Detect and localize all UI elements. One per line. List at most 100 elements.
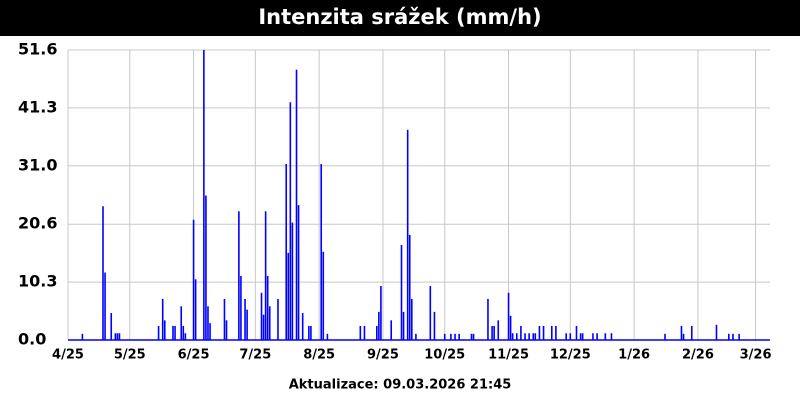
bar — [102, 206, 104, 340]
bar — [550, 325, 553, 340]
bar — [322, 251, 325, 340]
bar — [472, 333, 475, 340]
y-tick-label: 31.0 — [18, 155, 57, 174]
bar — [680, 325, 683, 340]
bar — [161, 298, 164, 340]
x-tick-label: 7/25 — [239, 348, 271, 363]
bar — [295, 69, 298, 341]
bar — [443, 333, 446, 340]
bar — [507, 292, 510, 340]
y-tick-label: 20.6 — [18, 214, 57, 233]
bar — [225, 320, 228, 340]
bar — [690, 325, 693, 340]
bar — [287, 252, 290, 340]
bar — [520, 325, 522, 340]
bar — [454, 333, 456, 340]
bar — [268, 306, 271, 340]
bar — [575, 325, 578, 340]
y-tick-label: 10.3 — [18, 272, 57, 291]
bar — [297, 205, 300, 340]
x-tick-label: 10/25 — [424, 348, 465, 363]
bar — [205, 195, 207, 340]
bar — [266, 275, 269, 340]
bar — [182, 325, 185, 340]
chart-title: Intenzita srážek (mm/h) — [258, 5, 541, 29]
bar — [534, 333, 537, 340]
x-tick-label: 6/25 — [178, 348, 210, 363]
bar — [375, 325, 378, 340]
x-tick-label: 8/25 — [303, 348, 335, 363]
bar — [715, 324, 718, 340]
bar — [363, 325, 366, 340]
bar — [579, 333, 582, 340]
bar — [238, 211, 240, 340]
bar — [532, 333, 535, 340]
bar — [410, 298, 413, 340]
bar — [400, 245, 403, 340]
bar — [359, 325, 362, 340]
bar — [565, 333, 567, 340]
bar — [194, 279, 197, 340]
bar — [320, 164, 323, 340]
bar — [104, 272, 106, 340]
bar — [664, 333, 666, 340]
bar — [310, 325, 312, 340]
bar — [610, 333, 613, 340]
bar — [157, 325, 160, 340]
bar — [555, 325, 557, 340]
bar — [174, 325, 176, 340]
bar — [511, 333, 514, 340]
bar — [682, 333, 685, 340]
bar — [415, 333, 417, 340]
bar — [203, 50, 205, 340]
bar — [569, 333, 572, 340]
bar — [738, 333, 740, 340]
x-tick-label: 5/25 — [114, 348, 146, 363]
bar — [262, 314, 265, 340]
bar — [491, 325, 493, 340]
bar — [402, 311, 405, 340]
bar — [163, 320, 166, 340]
x-tick-label: 11/25 — [488, 348, 529, 363]
bar — [528, 333, 530, 340]
bar — [538, 325, 541, 340]
bar — [429, 286, 432, 340]
bar — [110, 313, 113, 340]
bar — [433, 311, 436, 340]
bar — [487, 298, 489, 340]
bar — [390, 320, 393, 340]
bar — [732, 333, 734, 340]
y-tick-label: 51.6 — [18, 40, 57, 59]
bar — [81, 333, 84, 340]
bar — [581, 333, 584, 340]
bar — [285, 164, 288, 340]
bar — [277, 298, 279, 340]
bar — [291, 222, 294, 340]
bar — [450, 333, 452, 340]
bar — [308, 325, 310, 340]
bar — [184, 333, 187, 340]
x-tick-label: 9/25 — [367, 348, 399, 363]
title-bar — [0, 0, 800, 36]
bar — [604, 333, 607, 340]
bar — [497, 320, 500, 340]
bar — [378, 311, 380, 340]
bar — [301, 313, 304, 340]
bar — [524, 333, 526, 340]
bar — [246, 309, 248, 340]
bar — [406, 129, 409, 340]
bar — [172, 325, 174, 340]
bar — [244, 298, 246, 340]
bar — [118, 333, 121, 340]
bar — [542, 325, 545, 340]
bar — [728, 333, 730, 340]
bar — [223, 298, 226, 340]
bar — [207, 306, 209, 340]
bar — [380, 286, 382, 340]
bar — [192, 219, 195, 340]
bar — [592, 333, 594, 340]
bar — [470, 333, 473, 340]
x-tick-label: 3/26 — [740, 348, 772, 363]
